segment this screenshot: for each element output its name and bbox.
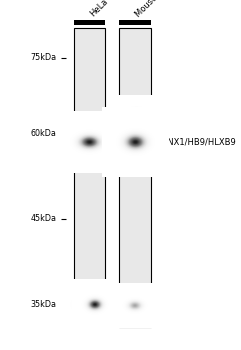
Bar [119, 28, 151, 327]
Text: 60kDa: 60kDa [31, 128, 57, 138]
Text: HeLa: HeLa [88, 0, 109, 19]
Bar [74, 28, 105, 327]
Text: Mouse thymus: Mouse thymus [134, 0, 184, 19]
Text: MNX1/HB9/HLXB9: MNX1/HB9/HLXB9 [160, 137, 236, 146]
Bar [119, 20, 151, 24]
Bar [74, 20, 105, 24]
Text: 45kDa: 45kDa [31, 214, 57, 223]
Text: 35kDa: 35kDa [31, 300, 57, 309]
Text: 75kDa: 75kDa [31, 53, 57, 62]
